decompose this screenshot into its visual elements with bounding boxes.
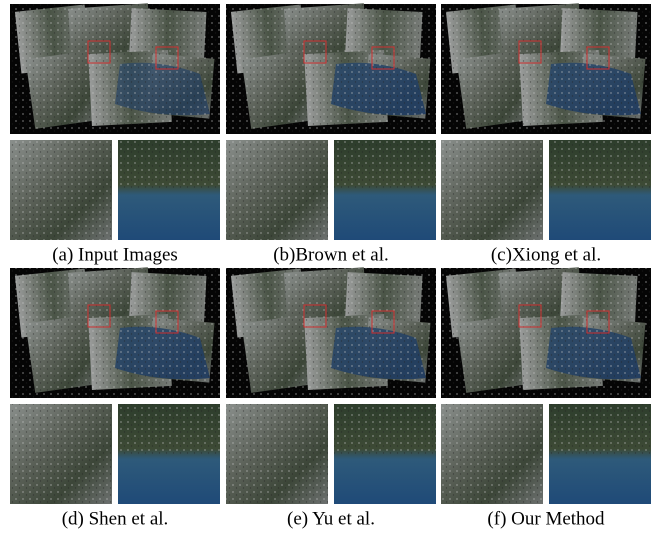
panel: (a) Input Images [10, 3, 220, 265]
texture [10, 268, 220, 398]
texture [10, 404, 112, 504]
mosaic-image [226, 3, 436, 134]
texture [549, 404, 651, 454]
texture [441, 140, 543, 240]
panel: (b)Brown et al. [226, 3, 436, 265]
panel-caption: (c)Xiong et al. [491, 244, 601, 265]
texture [549, 140, 651, 190]
texture [226, 268, 436, 398]
texture [10, 4, 220, 134]
panel-caption: (b)Brown et al. [273, 244, 389, 265]
texture [441, 268, 651, 398]
texture [10, 140, 112, 240]
mosaic-image [441, 267, 651, 398]
panel-caption: (d) Shen et al. [62, 508, 169, 529]
texture [441, 4, 651, 134]
texture [334, 404, 436, 454]
panel: (c)Xiong et al. [441, 3, 651, 265]
texture [226, 404, 328, 504]
texture [334, 140, 436, 190]
page: {"panels": [ {"caption": "(a) Input Imag… [0, 0, 662, 533]
mosaic-image [10, 267, 220, 398]
texture [441, 404, 543, 504]
panel: (d) Shen et al. [10, 267, 220, 529]
panel: (f) Our Method [441, 267, 651, 529]
panel-caption: (f) Our Method [487, 508, 605, 529]
texture [226, 4, 436, 134]
panel-caption: (a) Input Images [52, 244, 178, 265]
figure: (a) Input Images (b)Brown et al. (c)Xiong … [0, 0, 662, 533]
mosaic-image [10, 3, 220, 134]
texture [118, 404, 220, 454]
texture [226, 140, 328, 240]
panel: (e) Yu et al. [226, 267, 436, 529]
mosaic-image [226, 267, 436, 398]
mosaic-image [441, 3, 651, 134]
panel-caption: (e) Yu et al. [287, 508, 375, 529]
texture [118, 140, 220, 190]
